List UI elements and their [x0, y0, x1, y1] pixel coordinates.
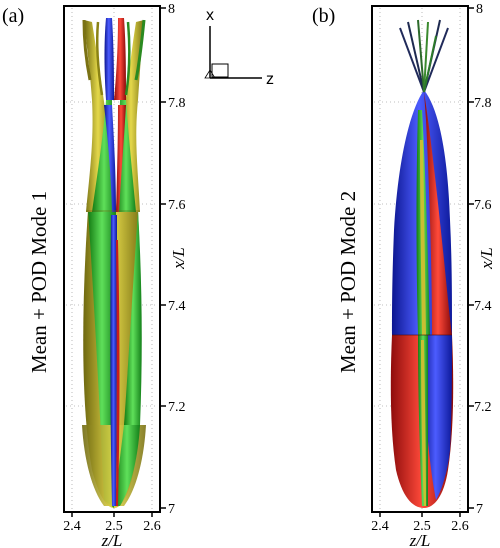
x-tick-label: 2.4	[371, 519, 389, 534]
y-tick-label: 7.2	[474, 400, 492, 415]
x-ticks	[71, 512, 153, 517]
y-ticks	[160, 7, 166, 509]
vertical-axis-letter: x	[206, 7, 214, 24]
x-axis-title: z/L	[409, 531, 431, 548]
y-tick-label: 7.4	[474, 299, 492, 314]
y-tick-label: 8	[168, 2, 175, 17]
x-tick-labels: 2.4 2.5 2.6	[371, 519, 469, 534]
plot-frame	[371, 5, 469, 513]
y-tick-labels: 8 7.8 7.6 7.4 7.2 7	[474, 2, 492, 517]
grid	[66, 8, 158, 510]
y-axis-title: Mean + POD Mode 1	[27, 191, 51, 373]
x-axis-title: z/L	[101, 531, 123, 548]
y-tick-labels: 8 7.8 7.6 7.4 7.2 7	[168, 2, 186, 517]
y-ticks	[468, 7, 474, 509]
panel-label: (a)	[2, 5, 24, 27]
x-axis-title-vertical: x/L	[477, 247, 496, 270]
coordinate-axes-icon: x z	[204, 7, 274, 88]
y-tick-label: 7	[476, 502, 483, 517]
y-tick-label: 7.2	[168, 400, 186, 415]
y-tick-label: 7.8	[168, 96, 186, 111]
y-tick-label: 7.6	[474, 198, 492, 213]
filaments	[399, 19, 449, 93]
y-axis-title: Mean + POD Mode 2	[336, 191, 360, 373]
horizontal-axis-letter: z	[266, 71, 274, 88]
panel-a: (a) Mean + POD Mode 1	[2, 2, 188, 548]
y-tick-label: 7.8	[474, 96, 492, 111]
x-ticks	[379, 512, 461, 517]
x-tick-label: 2.6	[143, 519, 161, 534]
mode1-surface	[82, 18, 146, 508]
x-tick-label: 2.6	[451, 519, 469, 534]
panel-b: (b) Mean + POD Mode 2	[312, 2, 496, 548]
x-tick-label: 2.4	[63, 519, 81, 534]
plot-frame	[63, 5, 161, 513]
x-tick-label: 2.5	[413, 519, 431, 534]
mode2-surface	[390, 19, 454, 508]
x-tick-labels: 2.4 2.5 2.6	[63, 519, 161, 534]
y-tick-label: 7	[168, 502, 175, 517]
x-tick-label: 2.5	[105, 519, 123, 534]
y-tick-label: 7.6	[168, 198, 186, 213]
y-tick-label: 8	[476, 2, 483, 17]
panel-label: (b)	[312, 5, 335, 27]
x-axis-title-vertical: x/L	[169, 247, 188, 270]
y-tick-label: 7.4	[168, 299, 186, 314]
